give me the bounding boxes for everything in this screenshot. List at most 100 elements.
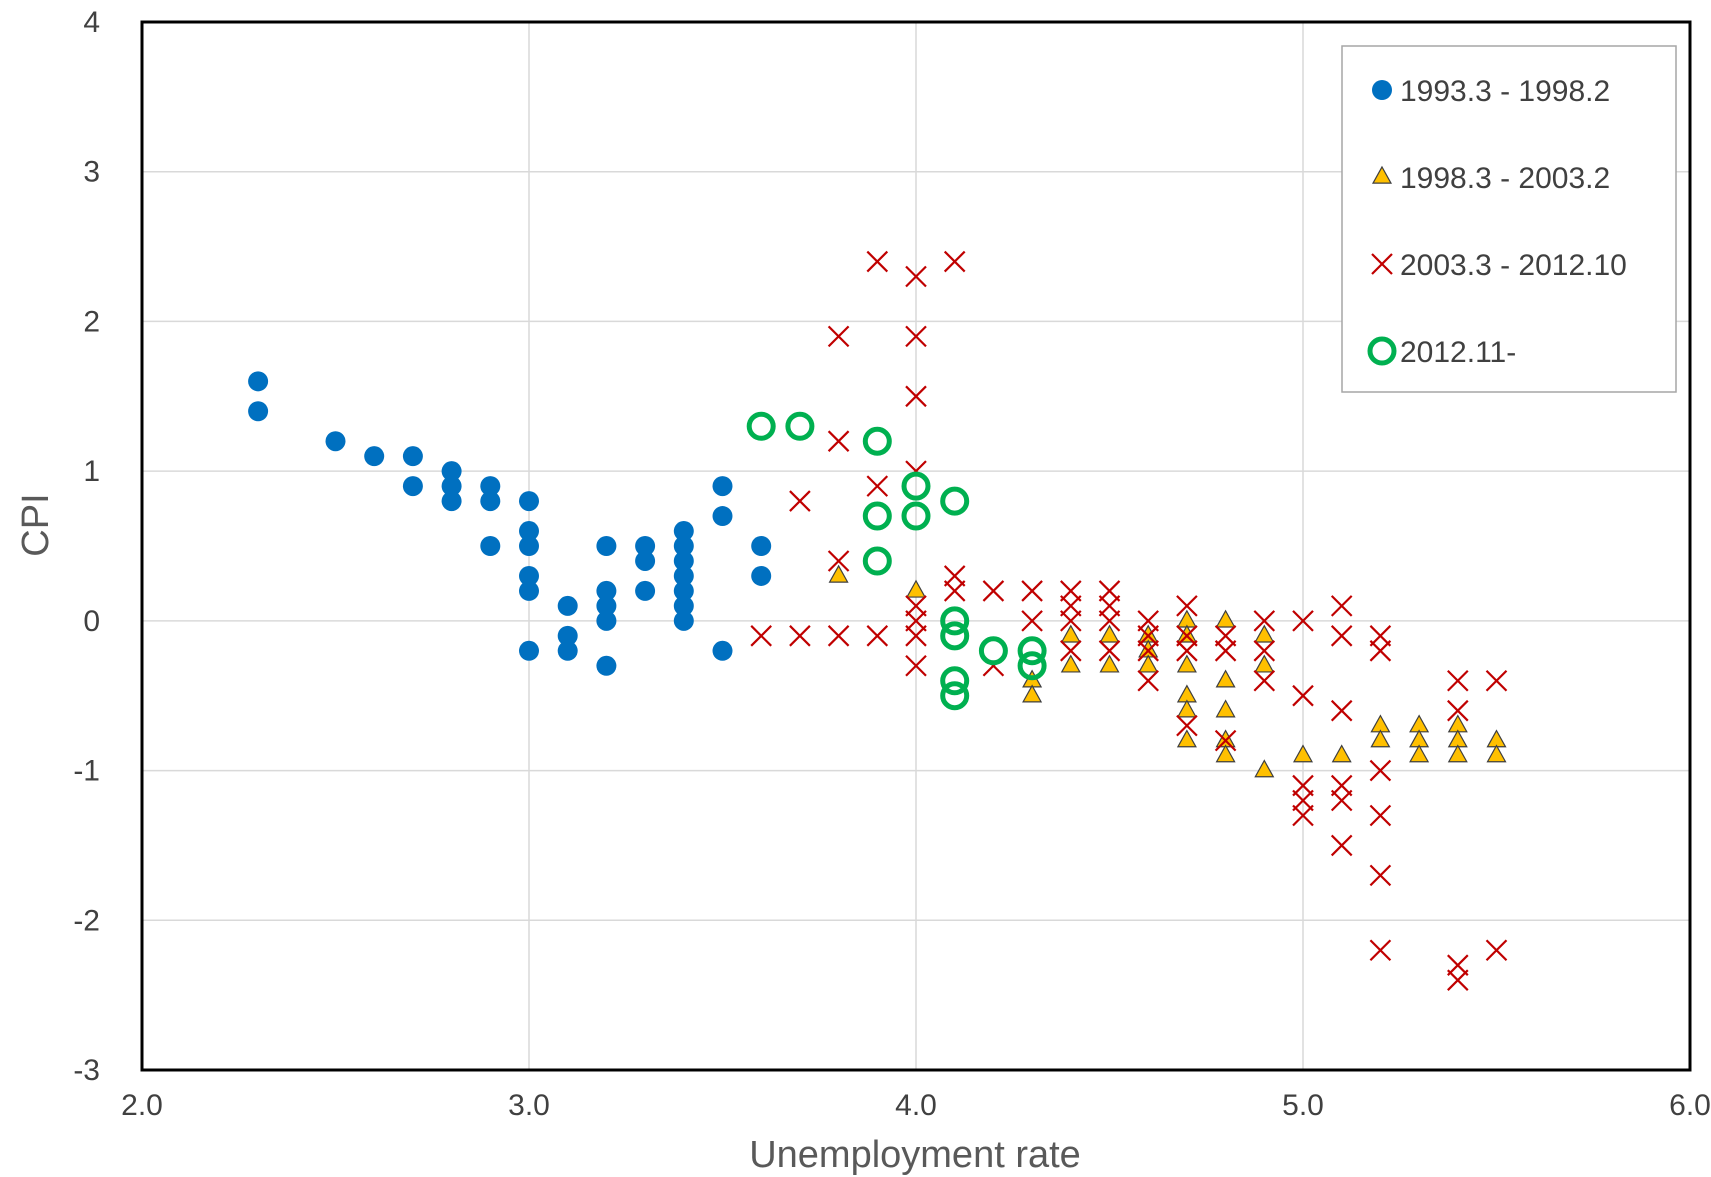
data-point	[519, 521, 539, 542]
data-series	[248, 250, 1508, 991]
data-point	[862, 426, 892, 456]
data-point	[1098, 640, 1121, 662]
data-point	[1254, 654, 1275, 673]
data-point	[673, 521, 694, 542]
data-point	[905, 579, 927, 598]
data-point	[1369, 640, 1392, 662]
data-point	[750, 625, 772, 647]
data-point	[402, 446, 423, 467]
data-point	[1021, 610, 1043, 632]
plot-area	[140, 20, 1692, 1072]
legend-marker	[1372, 80, 1392, 100]
x-tick-label: 3.0	[508, 1089, 550, 1122]
data-point	[1369, 804, 1392, 827]
data-point	[1253, 610, 1276, 632]
data-point	[943, 580, 966, 602]
data-point	[982, 580, 1005, 602]
data-point	[596, 536, 617, 556]
legend-item: 2003.3 - 2012.10	[1371, 249, 1627, 282]
data-point	[827, 430, 850, 452]
data-point	[673, 536, 694, 556]
plot-border	[140, 20, 1692, 1072]
y-tick-label: -1	[73, 755, 100, 788]
legend-marker	[1371, 253, 1393, 275]
data-point	[480, 491, 501, 512]
data-point	[905, 610, 927, 632]
data-point	[901, 501, 931, 531]
data-point	[1254, 624, 1275, 643]
data-point	[557, 595, 578, 616]
data-point	[673, 565, 694, 586]
data-point	[862, 546, 892, 576]
legend-item: 1993.3 - 1998.2	[1372, 75, 1610, 108]
x-tick-label: 4.0	[895, 1089, 937, 1122]
y-tick-label: 1	[83, 455, 100, 488]
data-point	[519, 565, 539, 586]
legend-label: 2012.11-	[1400, 336, 1516, 369]
data-point	[1292, 610, 1314, 632]
data-point	[1485, 939, 1508, 962]
data-point	[1292, 684, 1314, 707]
data-point	[905, 625, 927, 647]
data-point	[828, 564, 849, 583]
data-point	[635, 536, 656, 556]
data-point	[1254, 759, 1275, 778]
data-point	[1098, 595, 1121, 617]
data-point	[1099, 624, 1120, 643]
data-point	[1292, 789, 1314, 812]
data-point	[325, 431, 346, 452]
data-point	[1409, 744, 1430, 763]
data-point	[673, 610, 694, 631]
data-point	[866, 250, 889, 273]
data-point	[1292, 804, 1314, 827]
data-point	[1215, 699, 1236, 718]
data-point	[1176, 624, 1197, 643]
data-point	[1447, 969, 1469, 991]
data-point	[1176, 729, 1197, 748]
data-point	[905, 385, 927, 408]
data-point	[1447, 699, 1469, 722]
legend-label: 1998.3 - 2003.2	[1400, 162, 1610, 195]
data-point	[905, 265, 927, 288]
legend-marker	[1371, 165, 1393, 184]
data-point	[1214, 625, 1237, 647]
data-point	[866, 625, 889, 647]
data-point	[1292, 774, 1314, 797]
data-point	[905, 325, 927, 348]
data-point	[1137, 610, 1159, 632]
data-point	[712, 640, 733, 661]
data-point	[789, 490, 811, 512]
data-point	[827, 325, 850, 348]
data-point	[901, 471, 931, 501]
data-point	[1017, 651, 1047, 681]
legend-label: 2003.3 - 2012.10	[1400, 249, 1627, 282]
y-tick-label: 4	[83, 6, 100, 39]
data-point	[673, 550, 694, 571]
legend-label: 1993.3 - 1998.2	[1400, 75, 1610, 108]
data-point	[1176, 595, 1198, 617]
data-point	[1060, 580, 1082, 602]
data-point	[1060, 654, 1081, 673]
data-point	[1176, 625, 1198, 647]
data-point	[596, 580, 617, 601]
data-point	[789, 625, 811, 647]
data-point	[1138, 654, 1159, 673]
y-tick-label: -3	[73, 1054, 100, 1087]
data-point	[751, 536, 772, 556]
data-point	[785, 411, 815, 441]
data-point	[1099, 654, 1120, 673]
y-tick-label: 0	[83, 605, 100, 638]
data-point	[862, 501, 892, 531]
data-point	[1176, 699, 1197, 718]
data-point	[1253, 669, 1276, 692]
data-point	[1060, 610, 1082, 632]
series-3	[750, 250, 1508, 991]
data-point	[1215, 669, 1236, 688]
y-axis-ticks: -3 -2 -1 0 1 2 3 4	[73, 6, 100, 1087]
data-point	[1176, 640, 1198, 662]
data-point	[1098, 580, 1121, 602]
data-point	[1447, 954, 1469, 976]
data-point	[248, 371, 269, 392]
data-point	[827, 550, 850, 572]
data-point	[364, 446, 385, 467]
